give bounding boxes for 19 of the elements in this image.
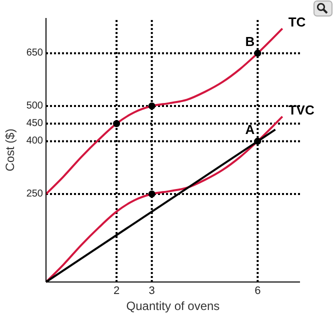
- y-tick-label: 500: [26, 100, 44, 112]
- y-tick-label: 650: [26, 48, 44, 59]
- line-series: [45, 28, 284, 195]
- y-tick-label: 400: [26, 136, 44, 147]
- y-tick-label: 250: [26, 188, 44, 200]
- x-tick-label: 3: [148, 285, 155, 297]
- y-axis-title: Cost ($): [3, 128, 17, 172]
- annotation: A: [245, 122, 256, 138]
- x-tick-label: 2: [113, 285, 120, 297]
- point: [148, 102, 156, 110]
- x-axis-title: Quantity of ovens: [126, 299, 220, 313]
- annotation: B: [245, 34, 255, 50]
- point: [148, 190, 156, 198]
- series-label: TC: [288, 14, 306, 30]
- y-tick-label: 450: [26, 118, 44, 130]
- point: [254, 50, 262, 57]
- point: [113, 120, 120, 128]
- point: [254, 138, 262, 145]
- x-tick-label: 6: [254, 285, 261, 297]
